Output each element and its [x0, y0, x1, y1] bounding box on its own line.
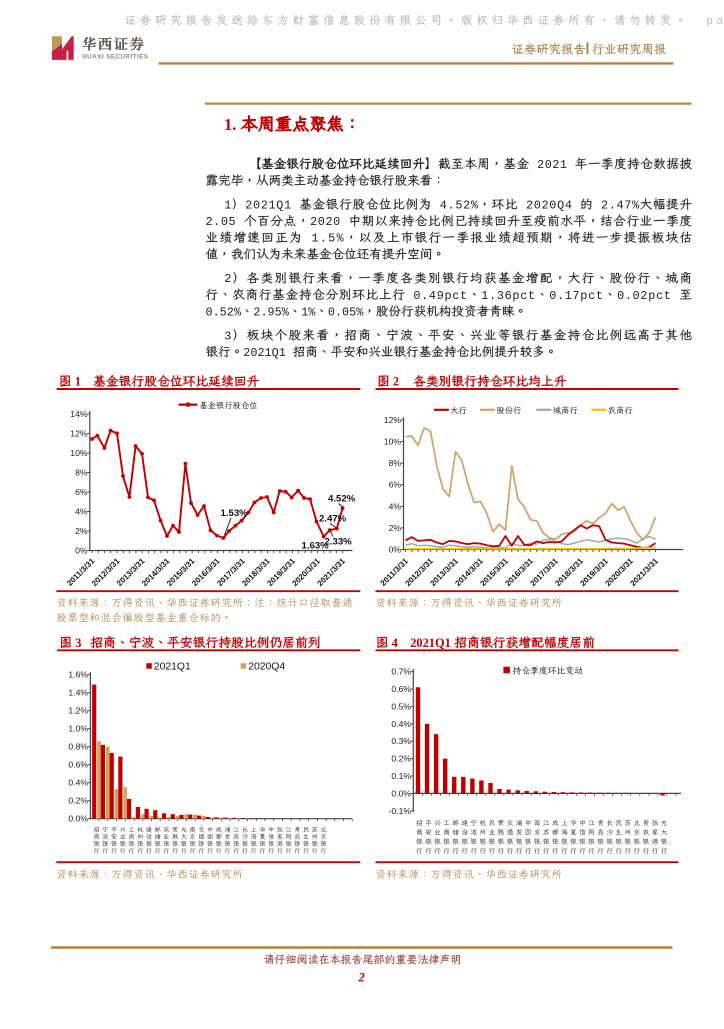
svg-text:2021/3/31: 2021/3/31: [315, 556, 347, 588]
svg-text:1.63%: 1.63%: [302, 541, 330, 552]
svg-text:2%: 2%: [389, 523, 402, 533]
svg-text:1: 1: [224, 199, 232, 213]
svg-text:2: 2: [224, 272, 232, 286]
svg-text:1: 1: [72, 375, 81, 389]
svg-text:4: 4: [389, 636, 398, 650]
svg-text:2021Q1: 2021Q1: [243, 346, 293, 360]
svg-text:2021/3/31: 2021/3/31: [628, 556, 660, 588]
svg-text:0%: 0%: [389, 545, 402, 555]
svg-text:2.05: 2.05: [206, 215, 244, 229]
svg-text:3: 3: [224, 329, 232, 343]
svg-text:2%: 2%: [75, 526, 88, 536]
svg-text:-0.1%: -0.1%: [389, 806, 412, 816]
svg-text:12%: 12%: [384, 415, 402, 425]
svg-text:1%: 1%: [301, 305, 316, 319]
svg-text:0.2%: 0.2%: [68, 796, 88, 806]
svg-text:1.0%: 1.0%: [68, 724, 88, 734]
svg-text:0.02pct: 0.02pct: [617, 289, 679, 303]
svg-text:2020: 2020: [310, 215, 348, 229]
svg-text:1.36pct: 1.36pct: [481, 289, 535, 303]
svg-text:2: 2: [390, 375, 399, 389]
svg-text:0%: 0%: [75, 546, 88, 556]
svg-text:4.52%: 4.52%: [328, 494, 356, 505]
svg-text:2.47%: 2.47%: [593, 199, 640, 213]
svg-text:2021: 2021: [530, 158, 575, 172]
svg-text:1.53%: 1.53%: [221, 508, 249, 519]
svg-text:6%: 6%: [389, 480, 402, 490]
svg-text:0.8%: 0.8%: [68, 742, 88, 752]
svg-text:1.2%: 1.2%: [68, 706, 88, 716]
svg-text:0.17pct: 0.17pct: [549, 289, 603, 303]
svg-text:0.52%: 0.52%: [206, 305, 242, 319]
svg-text:2: 2: [358, 971, 365, 985]
svg-text:10%: 10%: [70, 448, 88, 458]
svg-text:2.47%: 2.47%: [319, 514, 347, 525]
svg-text:4%: 4%: [389, 501, 402, 511]
svg-text:1.5%: 1.5%: [303, 232, 345, 246]
svg-text:0.0%: 0.0%: [68, 814, 88, 824]
svg-text:12%: 12%: [70, 429, 88, 439]
svg-text:0.0%: 0.0%: [391, 788, 411, 798]
svg-text:0.2%: 0.2%: [391, 754, 411, 764]
svg-text:2.95%: 2.95%: [253, 305, 289, 319]
svg-text:0.1%: 0.1%: [391, 771, 411, 781]
svg-text:2020Q4: 2020Q4: [248, 662, 285, 673]
svg-text:0.7%: 0.7%: [391, 667, 411, 677]
svg-text:0.3%: 0.3%: [391, 736, 411, 746]
svg-text:0.6%: 0.6%: [68, 760, 88, 770]
svg-text:10%: 10%: [384, 437, 402, 447]
svg-text:8%: 8%: [389, 458, 402, 468]
svg-text:6%: 6%: [75, 487, 88, 497]
svg-text:HUAXI SECURITIES: HUAXI SECURITIES: [82, 53, 148, 60]
svg-text:pa: pa: [707, 15, 724, 27]
svg-text:1.6%: 1.6%: [68, 670, 88, 680]
svg-text:0.5%: 0.5%: [391, 701, 411, 711]
svg-text:4.52%: 4.52%: [432, 199, 479, 213]
svg-text:2021Q1: 2021Q1: [154, 662, 191, 673]
svg-text:1.4%: 1.4%: [68, 688, 88, 698]
svg-text:2020Q4: 2020Q4: [518, 199, 580, 213]
svg-text:0.49pct: 0.49pct: [406, 289, 468, 303]
svg-text:4%: 4%: [75, 507, 88, 517]
svg-text:0.05%: 0.05%: [328, 305, 364, 319]
svg-text:1.: 1.: [224, 115, 241, 134]
svg-text:3: 3: [72, 636, 81, 650]
svg-text:14%: 14%: [70, 409, 88, 419]
svg-text:2021Q1: 2021Q1: [245, 199, 299, 213]
svg-text:0.6%: 0.6%: [391, 684, 411, 694]
svg-text:0.4%: 0.4%: [391, 719, 411, 729]
svg-text:2021Q1: 2021Q1: [410, 636, 454, 650]
svg-text:0.4%: 0.4%: [68, 778, 88, 788]
svg-text:8%: 8%: [75, 468, 88, 478]
